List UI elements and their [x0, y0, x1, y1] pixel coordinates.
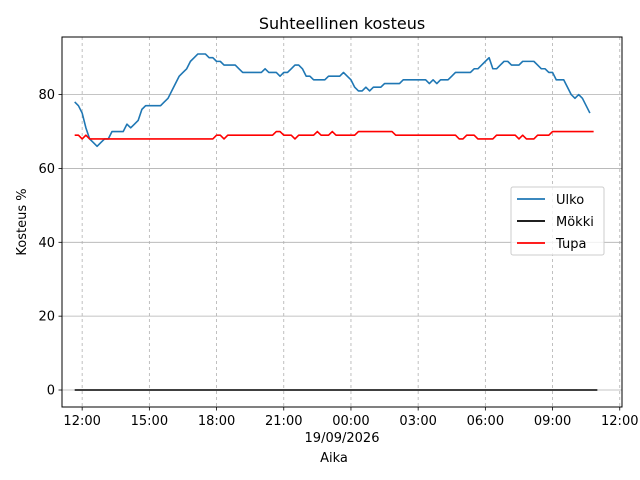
series-lines — [74, 53, 598, 391]
x-tick-label: 00:00 — [332, 414, 369, 429]
x-tick-label: 12:00 — [63, 414, 100, 429]
legend-box — [510, 186, 605, 256]
y-tick-label: 60 — [38, 162, 55, 177]
legend: Ulko Mökki Tupa — [510, 186, 605, 256]
y-tick-label: 80 — [38, 88, 55, 103]
x-tick-label: 12:00 — [601, 414, 638, 429]
legend-label-1: Mökki — [556, 215, 594, 230]
y-tick-label: 20 — [38, 310, 55, 325]
y-tick-label: 40 — [38, 236, 55, 251]
x-axis-label: Aika — [320, 451, 348, 466]
series-line-0 — [74, 53, 591, 148]
x-tick-label: 06:00 — [467, 414, 504, 429]
y-tick-label: 0 — [47, 384, 55, 399]
y-axis-label: Kosteus % — [15, 188, 30, 255]
chart-title: Suhteellinen kosteus — [259, 14, 425, 33]
x-tick-label: 21:00 — [265, 414, 302, 429]
x-tick-label: 15:00 — [131, 414, 168, 429]
axis-ticks: 0 20 40 60 80 12:00 15:00 18:00 21:00 00:00 03:00 0… — [38, 88, 638, 429]
x-tick-label: 09:00 — [534, 414, 571, 429]
x-tick-label: 03:00 — [399, 414, 436, 429]
legend-label-2: Tupa — [555, 237, 586, 252]
series-line-2 — [74, 130, 594, 140]
x-tick-label: 18:00 — [198, 414, 235, 429]
plot-frame — [61, 36, 623, 408]
legend-label-0: Ulko — [556, 193, 584, 208]
grid-lines — [62, 37, 622, 407]
x-date-label: 19/09/2026 — [305, 431, 380, 446]
